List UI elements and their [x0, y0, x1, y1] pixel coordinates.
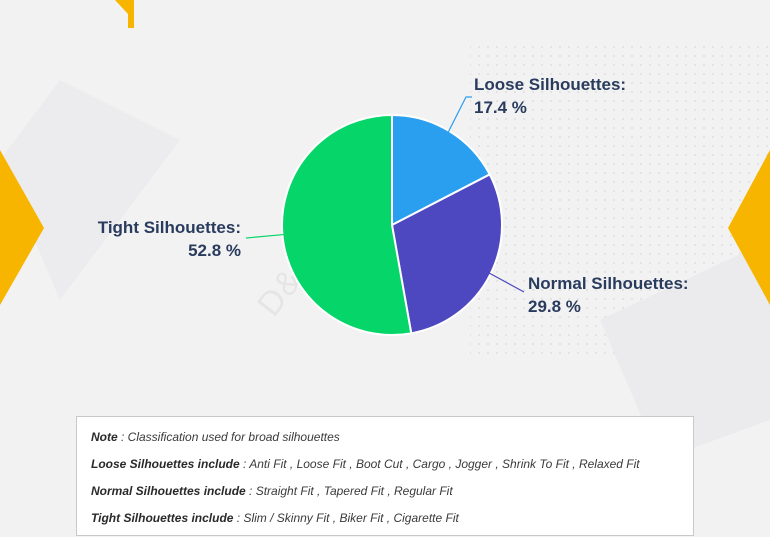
left-orange-arrow-shape	[0, 150, 44, 305]
note-label-1: Loose Silhouettes include	[91, 457, 240, 471]
note-label-2: Normal Silhouettes include	[91, 484, 246, 498]
note-line-0: Note : Classification used for broad sil…	[91, 429, 679, 456]
note-label-0: Note	[91, 430, 118, 444]
leader-line-0	[446, 96, 472, 135]
slice-value-2: 52.8 %	[188, 241, 241, 260]
slice-value-1: 29.8 %	[528, 297, 581, 316]
slice-label-0: Loose Silhouettes:	[474, 75, 626, 94]
note-text-1: : Anti Fit , Loose Fit , Boot Cut , Carg…	[239, 457, 640, 471]
slice-value-0: 17.4 %	[474, 98, 527, 117]
top-orange-corner-shape	[115, 0, 134, 28]
notes-box: Note : Classification used for broad sil…	[76, 416, 694, 536]
background-decoration	[0, 0, 770, 360]
pie-chart: Loose Silhouettes: 17.4 % Normal Silhouett…	[98, 75, 689, 336]
note-line-1: Loose Silhouettes include : Anti Fit , L…	[91, 456, 679, 483]
note-text-2: : Straight Fit , Tapered Fit , Regular F…	[245, 484, 453, 498]
note-text-3: : Slim / Skinny Fit , Biker Fit , Cigare…	[233, 511, 459, 525]
leader-line-1	[486, 271, 525, 293]
pie-slice-2	[280, 113, 413, 336]
note-line-2: Normal Silhouettes include : Straight Fi…	[91, 483, 679, 510]
note-text-0: : Classification used for broad silhouet…	[117, 430, 340, 444]
leader-line-2	[245, 233, 287, 239]
note-line-3: Tight Silhouettes include : Slim / Skinn…	[91, 510, 679, 537]
right-orange-arrow-shape	[728, 150, 770, 305]
note-label-3: Tight Silhouettes include	[91, 511, 234, 525]
slice-label-1: Normal Silhouettes:	[528, 274, 689, 293]
slice-label-2: Tight Silhouettes:	[98, 218, 241, 237]
